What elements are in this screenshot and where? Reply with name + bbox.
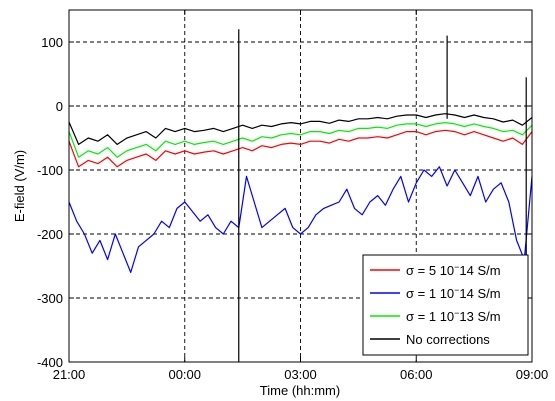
series-line — [68, 129, 533, 168]
legend-label-part: 14 S/m — [459, 286, 500, 301]
legend-label-part: − — [454, 285, 459, 295]
y-tick-label: -100 — [37, 163, 63, 178]
legend-label-part: 13 S/m — [459, 309, 500, 324]
x-tick-label: 03:00 — [284, 367, 317, 382]
legend-label: σ = 1 10−14 S/m — [406, 285, 501, 301]
legend-label-part: σ — [406, 286, 414, 301]
legend: σ = 5 10−14 S/mσ = 1 10−14 S/mσ = 1 10−1… — [362, 254, 529, 356]
legend-label-part: = 5 10 — [414, 263, 454, 278]
plot-frame — [68, 9, 533, 363]
legend-label-part: = 1 10 — [414, 309, 454, 324]
legend-label: σ = 1 10−13 S/m — [406, 308, 501, 324]
legend-label-part: No corrections — [406, 332, 490, 347]
x-tick-label: 21:00 — [53, 367, 86, 382]
y-axis-label: E-field (V/m) — [12, 150, 27, 222]
series-line — [68, 166, 533, 273]
y-tick-label: 100 — [41, 35, 63, 50]
legend-label-part: = 1 10 — [414, 286, 454, 301]
y-tick-label: -300 — [37, 291, 63, 306]
legend-label-part: σ — [406, 309, 414, 324]
legend-label-part: − — [454, 262, 459, 272]
legend-label: σ = 5 10−14 S/m — [406, 262, 501, 278]
legend-label-part: 14 S/m — [459, 263, 500, 278]
legend-label-part: σ — [406, 263, 414, 278]
y-tick-label: 0 — [56, 99, 63, 114]
series-line — [68, 113, 533, 145]
y-tick-label: -200 — [37, 227, 63, 242]
x-tick-label: 09:00 — [516, 367, 549, 382]
series-layer — [68, 29, 533, 362]
grid-lines — [69, 10, 532, 362]
x-tick-label: 00:00 — [168, 367, 201, 382]
series-line — [68, 121, 533, 158]
legend-label: No corrections — [406, 332, 490, 347]
x-tick-label: 06:00 — [400, 367, 433, 382]
legend-label-part: − — [454, 308, 459, 318]
x-axis-label: Time (hh:mm) — [260, 383, 340, 398]
y-tick-label: -400 — [37, 355, 63, 370]
